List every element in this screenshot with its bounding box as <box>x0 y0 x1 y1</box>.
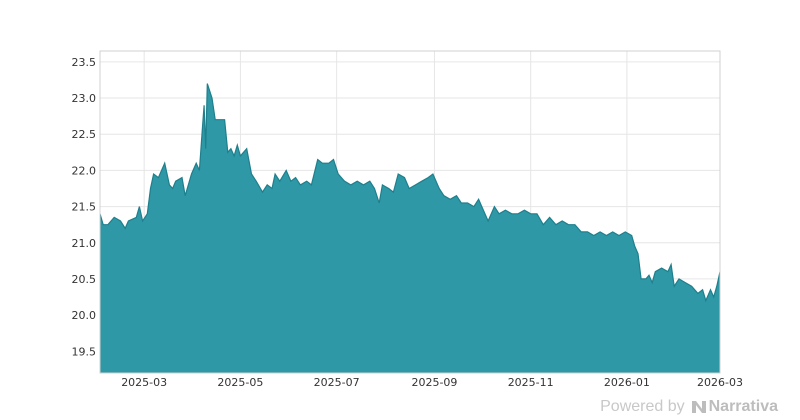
watermark-brand-name: Narrativa <box>708 398 778 415</box>
powered-by-watermark: Powered by Narrativa <box>600 398 778 416</box>
y-tick-label: 20.5 <box>72 273 97 286</box>
y-tick-label: 22.0 <box>72 164 97 177</box>
narrativa-logo-icon <box>691 401 706 413</box>
x-axis-tick-labels: 2025-03 2025-05 2025-07 2025-09 2025-11 2026-… <box>121 376 743 389</box>
y-tick-label: 21.5 <box>72 201 97 214</box>
y-tick-label: 19.5 <box>72 345 97 358</box>
x-tick-label: 2026-01 <box>604 376 650 389</box>
watermark-prefix: Powered by <box>600 398 685 415</box>
x-tick-label: 2025-11 <box>508 376 554 389</box>
x-tick-label: 2025-07 <box>314 376 360 389</box>
series-line <box>99 83 721 303</box>
y-tick-label: 22.5 <box>72 128 97 141</box>
plot-frame <box>99 50 721 374</box>
watermark-brand: Narrativa <box>691 398 778 416</box>
x-tick-label: 2026-03 <box>697 376 743 389</box>
y-tick-label: 23.0 <box>72 92 97 105</box>
x-tick-label: 2025-09 <box>411 376 457 389</box>
x-tick-label: 2025-03 <box>121 376 167 389</box>
x-tick-label: 2025-05 <box>217 376 263 389</box>
y-tick-label: 23.5 <box>72 56 97 69</box>
series-area <box>100 83 720 373</box>
y-axis-tick-labels: 19.5 20.0 20.5 21.0 21.5 22.0 22.5 23.0 23.5 <box>72 56 97 358</box>
y-tick-label: 21.0 <box>72 237 97 250</box>
y-tick-label: 20.0 <box>72 309 97 322</box>
